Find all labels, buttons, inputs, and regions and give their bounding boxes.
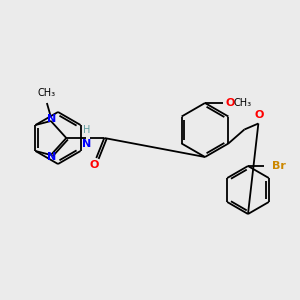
Text: H: H <box>82 125 90 135</box>
Text: N: N <box>47 152 56 162</box>
Text: CH₃: CH₃ <box>233 98 251 108</box>
Text: O: O <box>90 160 99 170</box>
Text: Br: Br <box>272 161 286 171</box>
Text: O: O <box>255 110 264 121</box>
Text: N: N <box>47 114 56 124</box>
Text: O: O <box>225 98 234 108</box>
Text: N: N <box>82 139 91 149</box>
Text: CH₃: CH₃ <box>38 88 56 98</box>
